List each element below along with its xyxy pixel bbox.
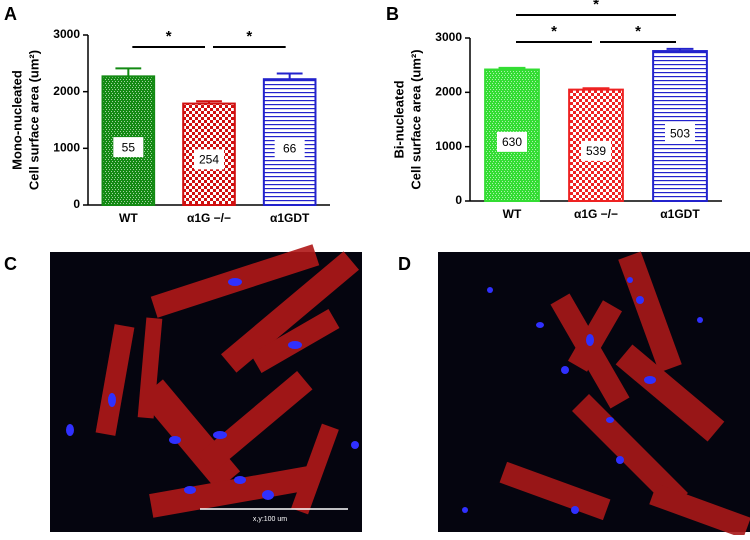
error-bar (582, 87, 610, 90)
x-tick-label: α1GDT (660, 207, 700, 221)
n-label-box (581, 140, 611, 161)
significance-label: * (246, 28, 252, 45)
significance-label: * (635, 23, 641, 40)
panel-label: A (4, 4, 17, 24)
error-bar (196, 100, 222, 104)
significance-label: * (166, 28, 172, 45)
n-label-box (113, 137, 144, 158)
error-bar (498, 66, 526, 70)
n-label: 254 (199, 153, 219, 167)
y-axis-label: Bi-nucleated (391, 80, 406, 158)
x-tick-label: α1G −/− (574, 207, 618, 221)
n-label-box (665, 123, 695, 144)
micrograph-d (438, 251, 750, 539)
x-tick-label: α1G −/− (187, 211, 231, 225)
scale-bar-label: x,y:100 um (253, 516, 287, 523)
n-label: 503 (670, 127, 690, 141)
y-tick-label: 0 (455, 193, 462, 207)
y-tick-label: 0 (73, 197, 80, 211)
panel-label: C (4, 254, 17, 274)
n-label: 539 (586, 144, 606, 158)
y-axis-label: Mono-nucleated (9, 70, 24, 170)
panel-label: B (386, 4, 399, 24)
y-tick-label: 2000 (435, 85, 462, 99)
y-axis-label: Cell surface area (um²) (408, 49, 423, 189)
n-label: 630 (502, 135, 522, 149)
n-label-box (274, 138, 305, 159)
x-tick-label: α1GDT (270, 211, 310, 225)
y-tick-label: 1000 (435, 139, 462, 153)
n-label: 66 (283, 142, 297, 156)
n-label: 55 (122, 140, 136, 154)
y-tick-label: 3000 (53, 27, 80, 41)
x-tick-label: WT (503, 207, 522, 221)
error-bar (276, 72, 303, 80)
error-bar (666, 47, 694, 52)
micrograph-c: x,y:100 um (50, 244, 362, 532)
y-axis-label: Cell surface area (um²) (26, 50, 41, 190)
n-label-box (194, 149, 224, 170)
y-tick-label: 2000 (53, 84, 80, 98)
n-label-box (497, 131, 527, 152)
error-bar (115, 67, 142, 77)
y-tick-label: 3000 (435, 30, 462, 44)
significance-label: * (593, 0, 599, 13)
panel-label: D (398, 254, 411, 274)
x-tick-label: WT (119, 211, 138, 225)
y-tick-label: 1000 (53, 141, 80, 155)
significance-label: * (551, 23, 557, 40)
